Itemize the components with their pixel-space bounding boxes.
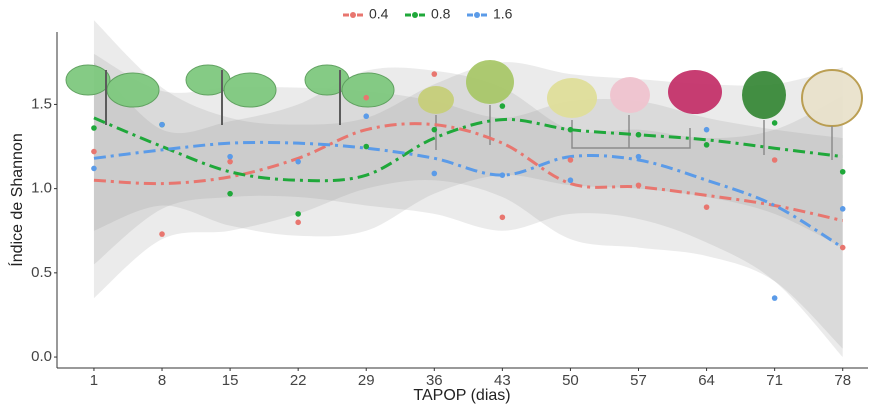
y-tick-label: 1.0 [31,180,52,197]
data-point [500,103,506,109]
legend-dot [350,12,356,18]
data-point [295,159,301,165]
data-point [840,206,846,212]
data-point [159,231,165,237]
x-tick-label: 50 [562,372,579,389]
data-point [568,127,574,133]
data-point [772,157,778,163]
legend-label: 1.6 [493,6,513,22]
data-point [91,149,97,155]
x-tick-label: 64 [698,372,715,389]
data-point [363,144,369,150]
data-point [91,125,97,131]
data-point [295,220,301,226]
x-tick-label: 22 [290,372,307,389]
x-tick-label: 78 [834,372,851,389]
data-point [636,182,642,188]
data-point [363,113,369,119]
x-tick-label: 15 [222,372,239,389]
data-point [91,166,97,172]
data-point [772,120,778,126]
data-point [431,127,437,133]
x-tick-label: 8 [158,372,166,389]
data-point [704,142,710,148]
y-tick-label: 0.5 [31,264,52,281]
data-point [159,122,165,128]
data-point [704,204,710,210]
x-tick-label: 36 [426,372,443,389]
legend-label: 0.8 [431,6,451,22]
data-point [568,177,574,183]
data-point [500,172,506,178]
data-point [568,157,574,163]
y-tick-label: 1.5 [31,95,52,112]
data-point [500,214,506,220]
legend-dot [474,12,480,18]
legend-label: 0.4 [369,6,389,22]
x-axis-title: TAPOP (dias) [413,387,510,404]
x-tick-label: 29 [358,372,375,389]
chart: TAPOP (dias) Índice de Shannon 0.0 0.5 1.0… [0,0,871,406]
data-point [431,71,437,77]
y-tick-label: 0.0 [31,348,52,365]
data-point [772,295,778,301]
data-point [840,245,846,251]
data-point [636,132,642,138]
legend-dot [412,12,418,18]
data-point [840,169,846,175]
data-point [227,154,233,160]
data-point [227,159,233,165]
data-point [636,154,642,160]
data-point [363,95,369,101]
x-tick-label: 71 [766,372,783,389]
data-point [431,171,437,177]
x-tick-label: 1 [90,372,98,389]
x-tick-label: 43 [494,372,511,389]
y-axis-title: Índice de Shannon [7,133,26,266]
x-tick-label: 57 [630,372,647,389]
data-point [227,191,233,197]
data-point [704,127,710,133]
data-point [295,211,301,217]
